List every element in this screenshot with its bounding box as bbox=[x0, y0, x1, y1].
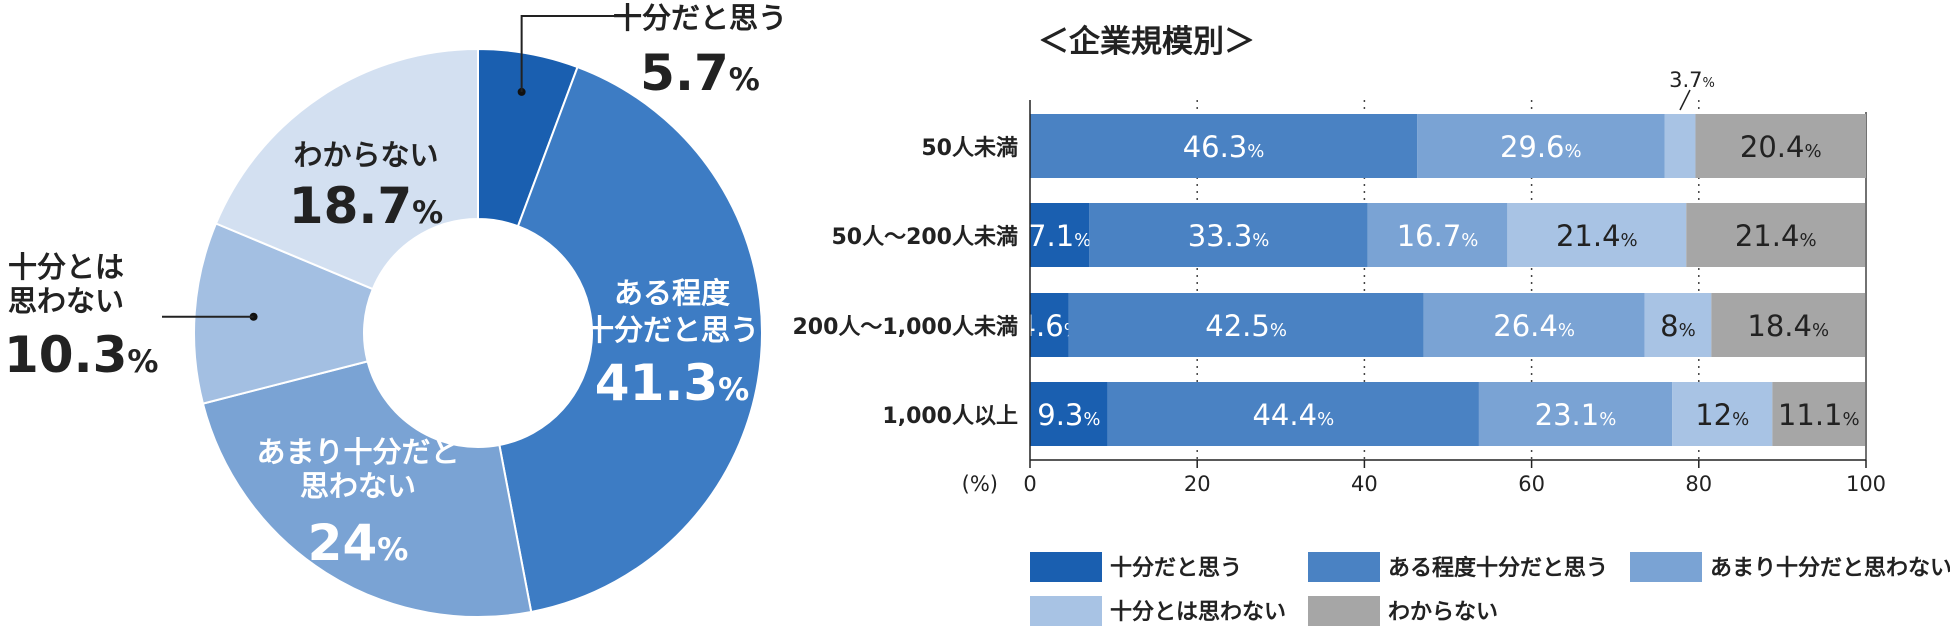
bar-segment bbox=[1030, 114, 1418, 178]
bar-segment bbox=[1686, 203, 1866, 267]
bar-segment bbox=[1672, 382, 1773, 446]
data-label: 44.4% bbox=[1252, 398, 1334, 432]
donut-value-enough: 5.7% bbox=[640, 44, 760, 102]
bar-segment bbox=[1030, 203, 1090, 267]
data-label: 21.4% bbox=[1556, 219, 1638, 253]
data-label: 16.7% bbox=[1397, 219, 1479, 253]
data-label: 42.5% bbox=[1205, 309, 1287, 343]
donut-slice-somewhat-enough bbox=[498, 65, 763, 614]
data-label: 46.3% bbox=[1183, 130, 1265, 164]
category-label-50-to-200: 50人〜200人未満 bbox=[831, 224, 1018, 250]
legend-swatch bbox=[1030, 596, 1102, 626]
data-label: 33.3% bbox=[1188, 219, 1270, 253]
donut-slice-not-very-enough bbox=[201, 360, 533, 618]
bar-segment bbox=[1644, 293, 1712, 357]
data-label: 20.4% bbox=[1740, 130, 1822, 164]
x-tick-label: 40 bbox=[1351, 472, 1378, 496]
donut-value-not-very-enough: 24% bbox=[308, 514, 409, 572]
donut-label-enough: 十分だと思う bbox=[613, 1, 787, 35]
donut-label-not-very-enough: あまり十分だと bbox=[256, 435, 459, 469]
bar-segment bbox=[1772, 382, 1866, 446]
data-label: 9.3% bbox=[1037, 398, 1100, 432]
bar-segment bbox=[1068, 293, 1424, 357]
donut-label-somewhat-enough: ある程度 bbox=[614, 276, 730, 310]
bar-segment bbox=[1695, 114, 1866, 178]
donut-slice-dont-know bbox=[214, 47, 479, 291]
data-label: 29.6% bbox=[1500, 130, 1582, 164]
legend-swatch bbox=[1308, 596, 1380, 626]
legend-label: 十分とは思わない bbox=[1110, 600, 1286, 625]
donut-value-somewhat-enough: 41.3% bbox=[595, 354, 749, 412]
data-label: 12% bbox=[1695, 398, 1749, 432]
x-tick-label: 100 bbox=[1846, 472, 1886, 496]
data-label: 26.4% bbox=[1493, 309, 1575, 343]
data-label: 3.7% bbox=[1669, 68, 1715, 92]
bar-segment bbox=[1367, 203, 1508, 267]
donut-chart bbox=[193, 47, 763, 618]
bar-segment bbox=[1417, 114, 1665, 178]
donut-label-not-enough: 十分とは bbox=[8, 250, 124, 284]
bar-segment bbox=[1664, 114, 1696, 178]
donut-value-dont-know: 18.7% bbox=[289, 177, 443, 235]
donut-label-somewhat-enough-line2: 十分だと思う bbox=[585, 313, 759, 347]
data-label: 23.1% bbox=[1535, 398, 1617, 432]
legend-label: あまり十分だと思わない bbox=[1710, 556, 1950, 581]
bar-segment bbox=[1507, 203, 1687, 267]
data-label: 21.4% bbox=[1735, 219, 1817, 253]
donut-label-dont-know: わからない bbox=[293, 138, 438, 172]
bar-segment bbox=[1089, 203, 1368, 267]
legend-label: 十分だと思う bbox=[1110, 556, 1242, 581]
x-tick-label: 80 bbox=[1685, 472, 1712, 496]
category-label-200-to-1000: 200人〜1,000人未満 bbox=[792, 314, 1018, 340]
legend-swatch bbox=[1308, 552, 1380, 582]
x-axis-unit-label: (%) bbox=[962, 472, 998, 496]
bar-segment bbox=[1711, 293, 1866, 357]
legend-label: ある程度十分だと思う bbox=[1388, 555, 1608, 581]
bar-chart-title: ＜企業規模別＞ bbox=[1038, 24, 1255, 60]
legend-label: わからない bbox=[1388, 600, 1498, 625]
donut-label-not-very-enough-line2: 思わない bbox=[300, 469, 416, 503]
donut-value-not-enough: 10.3% bbox=[4, 326, 158, 384]
legend-swatch bbox=[1030, 552, 1102, 582]
bar-segment bbox=[1030, 382, 1108, 446]
category-label-under-50: 50人未満 bbox=[921, 135, 1018, 161]
data-label: 7.1% bbox=[1028, 219, 1091, 253]
bar-segment bbox=[1423, 293, 1645, 357]
legend-swatch bbox=[1630, 552, 1702, 582]
bar-segment bbox=[1107, 382, 1479, 446]
donut-slice-not-enough bbox=[193, 222, 375, 405]
x-tick-label: 60 bbox=[1518, 472, 1545, 496]
x-tick-label: 0 bbox=[1023, 472, 1036, 496]
bar-segment bbox=[1030, 293, 1069, 357]
stacked-bar-chart: 50人未満 46.3% 29.6% 3.7% 20.4% 50人〜200人未満 7.1% 33… bbox=[792, 68, 1886, 496]
leader-line-enough bbox=[520, 15, 616, 92]
category-label-1000-plus: 1,000人以上 bbox=[882, 404, 1018, 429]
data-label: 11.1% bbox=[1778, 398, 1860, 432]
data-label: 18.4% bbox=[1747, 309, 1829, 343]
donut-label-not-enough-line2: 思わない bbox=[8, 284, 124, 318]
x-tick-label: 20 bbox=[1184, 472, 1211, 496]
callout-line bbox=[1679, 89, 1691, 111]
donut-labels: 十分だと思う5.7%ある程度十分だと思う41.3%あまり十分だと思わない24%十… bbox=[4, 1, 787, 572]
data-label: 8% bbox=[1660, 309, 1696, 343]
bar-segment bbox=[1478, 382, 1673, 446]
